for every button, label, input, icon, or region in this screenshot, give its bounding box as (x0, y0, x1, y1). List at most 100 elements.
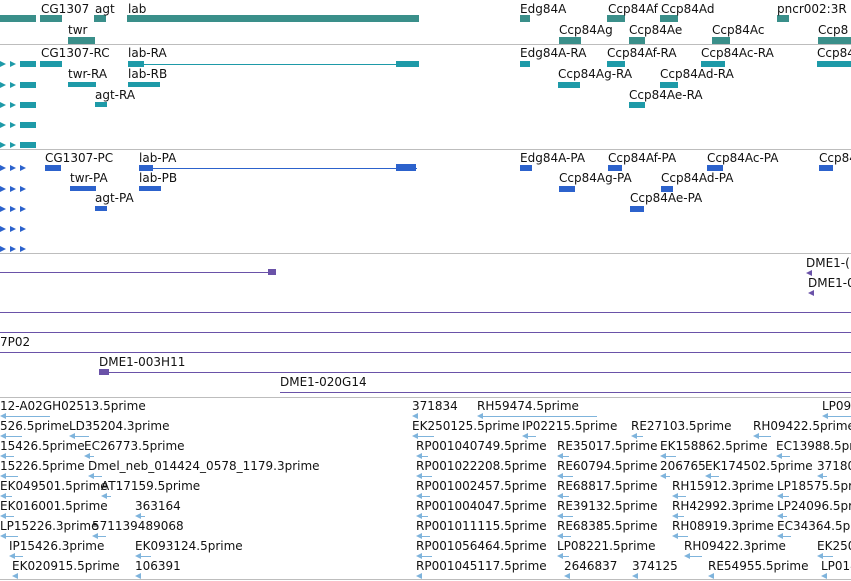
feature-label-lp18575-5pri[interactable]: LP18575.5pri (777, 479, 851, 493)
gene-glyph[interactable] (660, 15, 678, 22)
est-arrow[interactable] (88, 473, 94, 479)
feature-label-206765[interactable]: 206765 (660, 459, 706, 473)
feature-label-lab-ra[interactable]: lab-RA (128, 46, 167, 60)
transcript-arrow[interactable] (0, 102, 6, 108)
feature-label-re35017-5prime[interactable]: RE35017.5prime (557, 439, 658, 453)
feature-label-ccp84ad[interactable]: Ccp84Ad (661, 2, 715, 16)
feature-label-lp24096-5pri[interactable]: LP24096.5pri (777, 499, 851, 513)
est-arrow[interactable] (660, 453, 666, 459)
est-line[interactable] (418, 436, 434, 437)
est-arrow[interactable] (684, 553, 690, 559)
est-arrow[interactable] (822, 413, 828, 419)
feature-label-re27103-5prime[interactable]: RE27103.5prime (631, 419, 732, 433)
transcript-glyph[interactable] (128, 82, 160, 87)
transcript-glyph[interactable] (629, 102, 645, 108)
est-arrow[interactable] (101, 493, 107, 499)
transcript-arrow[interactable] (0, 61, 6, 67)
feature-label-ip02215-5prime[interactable]: IP02215.5prime (522, 419, 618, 433)
feature-label-ec13988-5pri[interactable]: EC13988.5pri (776, 439, 851, 453)
feature-label-ccp84[interactable]: Ccp84 (819, 151, 851, 165)
cds-arrow[interactable] (0, 186, 6, 192)
est-line[interactable] (783, 536, 791, 537)
feature-label-dme1[interactable]: DME1-( (806, 256, 850, 270)
feature-label-526-5prime[interactable]: 526.5prime (0, 419, 70, 433)
est-arrow[interactable] (817, 473, 823, 479)
est-arrow[interactable] (564, 573, 570, 579)
est-line[interactable] (6, 516, 14, 517)
transcript-glyph[interactable] (68, 82, 96, 87)
est-arrow[interactable] (777, 533, 783, 539)
cds-arrow[interactable] (0, 206, 6, 212)
clone-line[interactable] (99, 372, 851, 373)
gene-glyph[interactable] (559, 37, 581, 44)
est-line[interactable] (6, 416, 50, 417)
transcript-glyph[interactable] (20, 82, 36, 88)
est-line[interactable] (678, 496, 686, 497)
est-arrow[interactable] (753, 433, 759, 439)
cds-intron[interactable] (139, 168, 417, 169)
transcript-arrow[interactable] (0, 82, 6, 88)
est-line[interactable] (422, 516, 428, 517)
feature-label-cg1307[interactable]: CG1307 (41, 2, 90, 16)
gene-glyph[interactable] (0, 15, 36, 22)
feature-label-ccp84ad-pa[interactable]: Ccp84Ad-PA (661, 171, 734, 185)
est-line[interactable] (94, 476, 102, 477)
cds-arrow[interactable] (20, 186, 26, 192)
feature-label-ek158862-5prime[interactable]: EK158862.5prime (660, 439, 768, 453)
feature-label-rp001056464-5prime[interactable]: RP001056464.5prime (416, 539, 547, 553)
feature-label-rp001004047-5prime[interactable]: RP001004047.5prime (416, 499, 547, 513)
feature-label-rh59474-5prime[interactable]: RH59474.5prime (477, 399, 579, 413)
feature-label-lp15226-3prime[interactable]: LP15226.3prime (0, 519, 99, 533)
clone-line[interactable] (280, 392, 851, 393)
cds-glyph[interactable] (707, 165, 723, 171)
clone-glyph[interactable] (99, 369, 109, 375)
est-line[interactable] (563, 516, 573, 517)
feature-label-re54955-5prime[interactable]: RE54955.5prime (708, 559, 809, 573)
feature-label-ccp8[interactable]: Ccp8 (818, 23, 849, 37)
clone-arrow[interactable] (806, 270, 812, 276)
est-line[interactable] (666, 456, 676, 457)
est-line[interactable] (422, 556, 432, 557)
est-arrow[interactable] (416, 553, 422, 559)
feature-label-15426-5prime[interactable]: 15426.5prime (0, 439, 85, 453)
est-arrow[interactable] (672, 513, 678, 519)
feature-label-ccp84ag[interactable]: Ccp84Ag (559, 23, 613, 37)
transcript-glyph[interactable] (20, 61, 36, 67)
feature-label-lab-pa[interactable]: lab-PA (139, 151, 177, 165)
est-arrow[interactable] (817, 553, 823, 559)
est-line[interactable] (422, 476, 432, 477)
feature-label-re60794-5prime[interactable]: RE60794.5prime (557, 459, 658, 473)
feature-label-twr-ra[interactable]: twr-RA (68, 67, 108, 81)
transcript-glyph[interactable] (520, 61, 530, 67)
feature-label-ccp84ac[interactable]: Ccp84Ac (712, 23, 765, 37)
cds-arrow[interactable] (10, 226, 16, 232)
feature-label-re68817-5prime[interactable]: RE68817.5prime (557, 479, 658, 493)
est-line[interactable] (141, 556, 151, 557)
feature-label-ek174502-5prime[interactable]: EK174502.5prime (705, 459, 813, 473)
feature-label-ec34364-5pri[interactable]: EC34364.5pri (777, 519, 851, 533)
gene-glyph[interactable] (520, 15, 530, 22)
transcript-arrow[interactable] (10, 61, 16, 67)
cds-arrow[interactable] (20, 246, 26, 252)
transcript-glyph[interactable] (396, 61, 419, 67)
est-arrow[interactable] (135, 553, 141, 559)
gene-glyph[interactable] (712, 37, 730, 44)
est-arrow[interactable] (660, 473, 666, 479)
feature-label-cg1307-rc[interactable]: CG1307-RC (41, 46, 110, 60)
est-arrow[interactable] (135, 573, 141, 579)
feature-label-15226-5prime[interactable]: 15226.5prime (0, 459, 85, 473)
est-line[interactable] (678, 516, 684, 517)
transcript-glyph[interactable] (701, 61, 725, 67)
cds-arrow[interactable] (20, 165, 26, 171)
cds-glyph[interactable] (70, 186, 96, 191)
est-line[interactable] (690, 556, 702, 557)
transcript-glyph[interactable] (817, 61, 851, 67)
est-arrow[interactable] (416, 513, 422, 519)
est-line[interactable] (828, 416, 851, 417)
clone-line[interactable] (0, 272, 272, 273)
feature-label-rh08919-3prime[interactable]: RH08919.3prime (672, 519, 774, 533)
transcript-arrow[interactable] (10, 82, 16, 88)
transcript-glyph[interactable] (20, 102, 36, 108)
feature-label-ek250125-5prime[interactable]: EK250125.5prime (412, 419, 520, 433)
est-arrow[interactable] (632, 573, 638, 579)
